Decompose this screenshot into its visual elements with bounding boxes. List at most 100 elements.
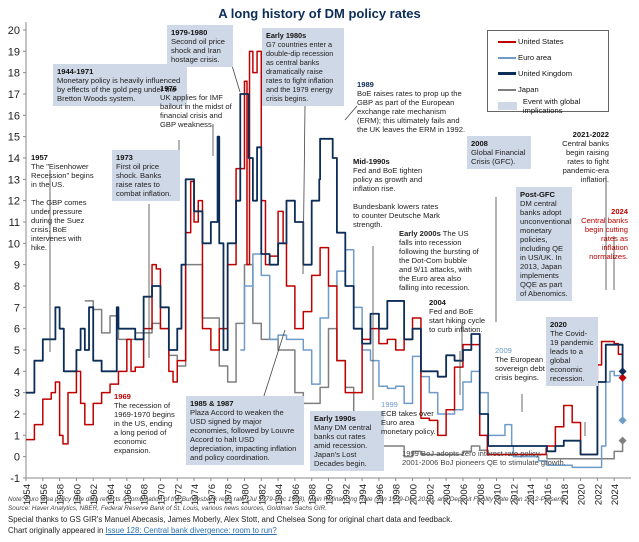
x-tick-label: 2014 [526,484,537,505]
x-tick-label: 2018 [560,484,571,505]
y-tick-label: 6 [14,324,20,336]
y-tick-label: 11 [9,217,20,229]
annotation-2024: 2024 Central banks begin cutting rates as… [581,207,628,261]
x-tick-label: 2016 [543,484,554,505]
chart-title: A long history of DM policy rates [218,6,421,21]
series-endpoint-united-kingdom [618,367,627,376]
annotation-2009: 2009 The European sovereign debt crisis b… [495,346,545,382]
annotation-1999-ecb: 1999 ECB takes over Euro area monetary po… [381,400,436,436]
annotation-1989: 1989 BoE raises rates to prop up the GBP … [357,80,466,134]
x-tick-label: 1986 [291,484,302,505]
x-tick-label: 2024 [610,484,621,505]
x-tick-label: 2000 [409,484,420,505]
x-tick-label: 1972 [173,484,184,505]
y-tick-label: -1 [10,473,20,485]
legend-label: Japan [518,85,539,94]
annotation-1979-1980: 1979-1980 Second oil price shock and Iran… [167,25,233,67]
x-tick-label: 2012 [509,484,520,505]
legend-label: United States [518,37,564,46]
x-tick-label: 1976 [207,484,218,505]
x-tick-label: 2002 [425,484,436,505]
x-tick-label: 1956 [39,484,50,505]
annotation-early-1980s: Early 1980s G7 countries enter a double-d… [262,28,344,106]
x-tick-label: 1992 [341,484,352,505]
x-tick-label: 1994 [358,484,369,505]
footnote-origin: Chart originally appeared in Issue 128: … [8,526,277,535]
y-tick-label: 0 [14,452,20,464]
x-tick-label: 1988 [308,484,319,505]
x-tick-label: 1966 [123,484,134,505]
x-tick-label: 2010 [493,484,504,505]
annotation-1973: 1973 First oil price shock. Banks raise r… [112,150,180,201]
x-tick-label: 2020 [577,484,588,505]
footnote-source: Source: Haver Analytics, NBER, Federal R… [8,505,328,512]
legend-item-event: Event with global implications [498,97,608,115]
x-tick-label: 2022 [593,484,604,505]
annotation-boj: 1999 BoJ adopts zero interest rate polic… [402,449,566,467]
x-tick-label: 1968 [140,484,151,505]
x-tick-label: 1990 [325,484,336,505]
x-tick-label: 1984 [274,484,285,505]
legend-item-euro: Euro area [498,53,551,62]
annotation-connector [302,105,306,275]
legend-label: Euro area [518,53,552,62]
x-tick-label: 1998 [392,484,403,505]
series-endpoint-united-states [618,373,627,382]
y-tick-label: 15 [8,132,20,144]
y-tick-label: 18 [8,68,20,80]
annotation-1969: 1969 The recession of 1969-1970 begins in… [114,392,175,455]
x-tick-label: 1982 [257,484,268,505]
series-endpoint-japan [618,436,627,445]
y-tick-label: 20 [8,25,20,37]
y-tick-label: 12 [8,196,20,208]
series-line-euro-area [240,248,624,469]
x-tick-label: 1970 [156,484,167,505]
x-tick-label: 1960 [72,484,83,505]
annotation-1944-1971: 1944-1971 Monetary policy is heavily infl… [53,64,187,106]
origin-prefix: Chart originally appeared in [8,526,106,535]
legend-item-japan: Japan [498,85,539,94]
origin-link[interactable]: Issue 128: Central bank divergence: room… [105,526,277,535]
annotation-connector [344,105,358,121]
x-tick-label: 1954 [22,484,33,505]
y-tick-label: 19 [8,46,20,58]
annotation-2020: 2020 The Covid-19 pandemic leads to a glo… [546,317,598,386]
annotation-1957: 1957 The "Eisenhower Recession" begins in… [31,153,94,252]
series-endpoint-euro-area [618,416,627,425]
y-tick-label: 8 [14,281,20,293]
y-tick-label: 4 [14,366,20,378]
annotation-post-gfc: Post-GFC DM central banks adopt unconvent… [516,187,572,301]
x-tick-label: 1974 [190,484,201,505]
annotation-mid-1990s: Mid-1990s Fed and BoE tighten policy as g… [353,157,440,229]
legend-label: Event with global implications [522,97,581,115]
annotation-2008: 2008 Global Financial Crisis (GFC). [467,136,531,169]
footnote-thanks: Special thanks to GS GIR's Manuel Abecas… [8,515,453,524]
annotation-2004: 2004 Fed and BoE start hiking cycle to cu… [429,298,486,334]
y-tick-label: 3 [14,388,20,400]
x-tick-label: 1996 [375,484,386,505]
x-tick-label: 1978 [224,484,235,505]
y-tick-label: 10 [8,238,20,250]
x-tick-label: 1958 [56,484,67,505]
x-tick-label: 1962 [89,484,100,505]
annotation-1985-1987: 1985 & 1987 Plaza Accord to weaken the US… [186,396,304,465]
x-tick-label: 1980 [240,484,251,505]
y-tick-label: 14 [8,153,20,165]
y-tick-label: 1 [14,430,20,442]
y-tick-label: 17 [8,89,20,101]
legend: United States Euro area United Kingdom J… [487,30,609,115]
y-tick-label: 7 [14,302,20,314]
legend-item-uk: United Kingdom [498,69,572,78]
y-tick-label: 5 [14,345,20,357]
annotation-2021-2022: 2021-2022 Central banks begin raising rat… [562,130,609,184]
y-tick-label: 13 [8,174,20,186]
y-tick-label: 2 [14,409,20,421]
legend-label: United Kingdom [518,69,573,78]
x-tick-label: 1964 [106,484,117,505]
x-tick-label: 2004 [442,484,453,505]
legend-item-us: United States [498,37,564,46]
x-tick-label: 2008 [476,484,487,505]
y-tick-label: 9 [14,260,20,272]
footnote-note: Note: Euro area policy rate data reflect… [8,496,567,503]
